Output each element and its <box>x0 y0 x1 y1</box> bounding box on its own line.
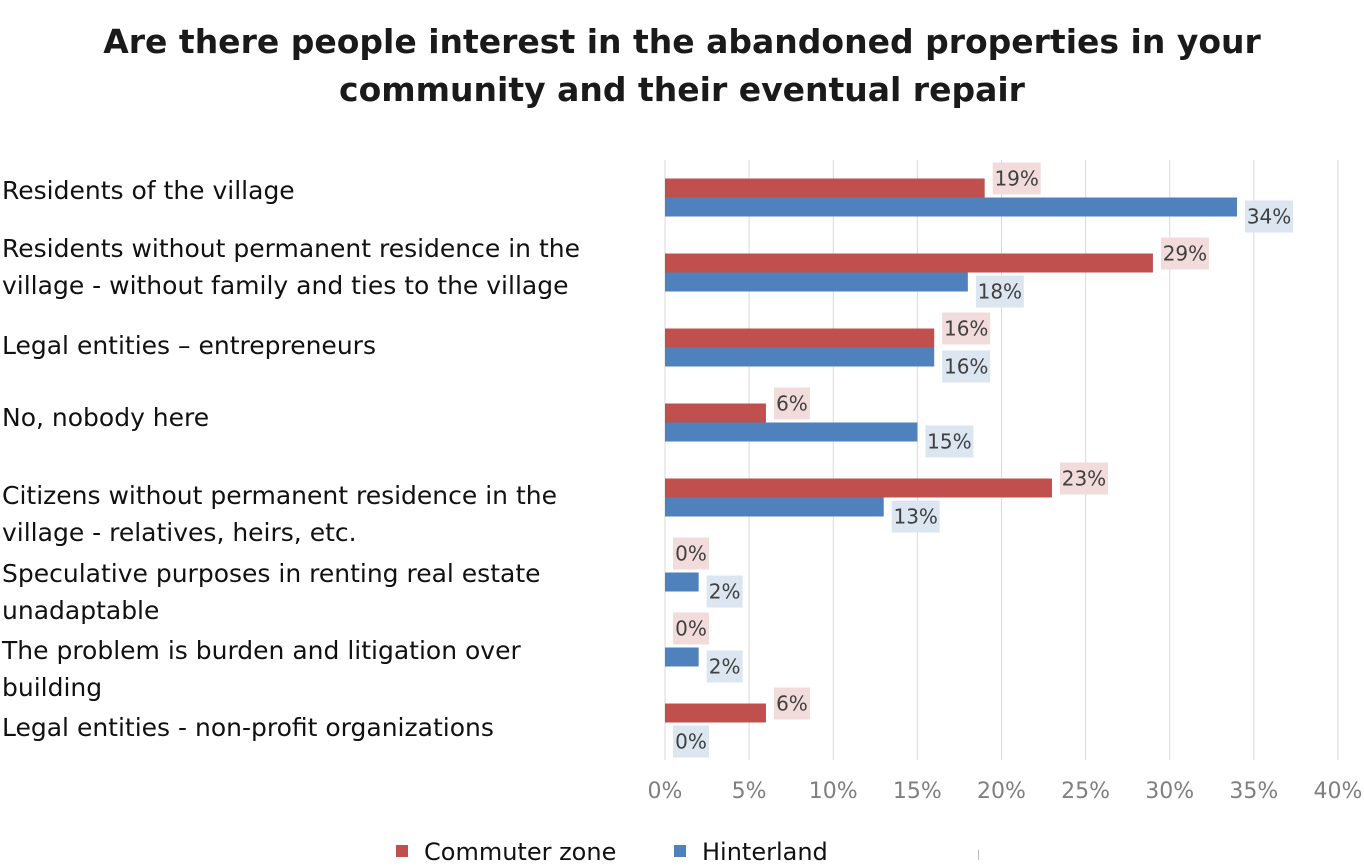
x-tick-label: 5% <box>732 779 767 804</box>
data-label-box <box>1245 200 1294 233</box>
data-label-box <box>1160 237 1209 270</box>
legend-item-hinterland: Hinterland <box>674 838 828 866</box>
x-tick-label: 0% <box>648 779 683 804</box>
data-label-box <box>706 650 743 683</box>
x-tick-label: 35% <box>1229 779 1278 804</box>
data-label: 16% <box>944 355 988 379</box>
category-label: No, nobody here <box>2 403 210 432</box>
data-label-box <box>942 350 991 383</box>
category-label: The problem is burden and litigation ove… <box>2 636 521 702</box>
bar <box>665 178 985 198</box>
bar <box>665 403 766 423</box>
data-label: 2% <box>709 655 741 679</box>
bar <box>665 422 918 442</box>
bar <box>665 272 968 292</box>
x-tick-label: 10% <box>809 779 858 804</box>
legend-label: Hinterland <box>702 838 828 866</box>
data-label-box <box>1059 462 1108 495</box>
bar <box>665 497 884 517</box>
bar <box>665 347 935 367</box>
x-tick-label: 40% <box>1314 779 1363 804</box>
data-label-box <box>673 612 709 645</box>
data-label-box <box>773 687 810 720</box>
legend-label: Commuter zone <box>424 838 617 866</box>
data-label-box <box>673 537 709 570</box>
x-tick-label: 30% <box>1145 779 1194 804</box>
bar <box>665 647 699 667</box>
bar <box>665 253 1153 273</box>
category-label: Legal entities – entrepreneurs <box>2 331 376 360</box>
data-label-box <box>773 387 810 420</box>
divider-mark <box>978 850 979 860</box>
data-label: 15% <box>927 430 971 454</box>
data-label-box <box>925 425 974 458</box>
legend-item-commuter-zone: Commuter zone <box>396 838 616 866</box>
data-label: 34% <box>1247 205 1291 229</box>
data-label: 13% <box>893 505 937 529</box>
data-label-box <box>992 162 1041 195</box>
category-label: Residents of the village <box>2 176 295 205</box>
data-label-box <box>891 500 940 533</box>
category-label: Citizens without permanent residence in … <box>2 481 557 547</box>
bar <box>665 328 935 348</box>
legend-swatch <box>674 845 686 857</box>
data-label-box <box>975 275 1024 308</box>
data-label: 29% <box>1163 242 1207 266</box>
x-tick-label: 15% <box>893 779 942 804</box>
data-label-box <box>673 725 709 758</box>
bar <box>665 478 1052 498</box>
bar <box>665 197 1238 217</box>
data-label: 0% <box>675 542 707 566</box>
data-label-box <box>706 575 743 608</box>
data-label: 19% <box>994 167 1038 191</box>
bar <box>665 703 766 723</box>
data-label: 16% <box>944 317 988 341</box>
x-tick-label: 25% <box>1061 779 1110 804</box>
data-label: 18% <box>978 280 1022 304</box>
category-label: Residents without permanent residence in… <box>2 234 580 300</box>
data-label: 6% <box>776 692 808 716</box>
bar <box>665 572 699 592</box>
x-tick-label: 20% <box>977 779 1026 804</box>
data-label: 2% <box>709 580 741 604</box>
data-label: 23% <box>1062 467 1106 491</box>
category-label: Speculative purposes in renting real est… <box>2 559 541 625</box>
data-label: 6% <box>776 392 808 416</box>
chart-title: Are there people interest in the abandon… <box>103 22 1261 109</box>
legend-swatch <box>396 845 408 857</box>
data-label: 0% <box>675 730 707 754</box>
data-label-box <box>942 312 991 345</box>
data-label: 0% <box>675 617 707 641</box>
category-label: Legal entities - non-profit organization… <box>2 713 494 742</box>
